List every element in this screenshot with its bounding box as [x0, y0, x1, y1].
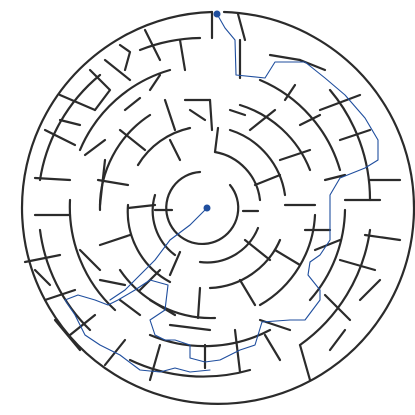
ring-wall — [128, 358, 252, 378]
radial-wall — [298, 343, 312, 382]
radial-wall — [118, 128, 147, 152]
maze-segment — [148, 298, 177, 317]
ring-wall — [98, 113, 152, 212]
radial-wall — [196, 286, 202, 320]
maze-segment — [313, 238, 342, 252]
radial-wall — [103, 58, 132, 82]
maze-segment — [78, 248, 102, 272]
radial-wall — [58, 93, 97, 112]
maze-segment — [298, 113, 322, 127]
center-wall — [165, 170, 240, 245]
ring-wall — [38, 73, 102, 182]
maze-segment — [358, 278, 382, 302]
radial-wall — [278, 148, 312, 162]
radial-wall — [323, 293, 352, 322]
maze-segment — [188, 108, 207, 122]
radial-wall — [168, 138, 182, 162]
ring-wall — [126, 203, 172, 284]
radial-wall — [338, 128, 372, 142]
radial-wall — [243, 238, 272, 262]
maze-segment — [98, 158, 107, 207]
radial-wall — [126, 203, 157, 210]
maze-segment — [283, 83, 297, 102]
radial-wall — [253, 173, 282, 187]
maze-segment — [58, 118, 82, 127]
radial-wall — [23, 253, 62, 264]
ring-wall — [228, 128, 287, 197]
radial-wall — [143, 28, 162, 62]
maze-segment — [228, 108, 247, 117]
maze-segment — [53, 318, 82, 352]
radial-wall — [363, 233, 402, 242]
maze-segment — [148, 73, 162, 92]
radial-wall — [248, 108, 277, 132]
radial-wall — [43, 128, 77, 147]
radial-wall — [163, 98, 177, 132]
radial-wall — [238, 278, 257, 307]
radial-wall — [318, 93, 362, 112]
radial-wall — [338, 258, 377, 272]
ring-wall — [298, 228, 372, 347]
ring-wall — [238, 103, 312, 172]
radial-wall — [263, 333, 282, 362]
ring-wall — [68, 198, 117, 312]
start-marker — [213, 10, 221, 18]
ring-wall — [328, 88, 372, 202]
ring-wall — [136, 126, 192, 167]
radial-wall — [268, 53, 302, 62]
radial-wall — [178, 38, 187, 72]
maze-segment — [328, 328, 347, 352]
radial-wall — [213, 126, 220, 154]
ring-wall — [308, 208, 347, 302]
maze-segment — [118, 298, 142, 317]
solution-path — [64, 13, 379, 373]
radial-wall — [168, 250, 182, 277]
radial-wall — [148, 343, 162, 382]
radial-wall — [68, 313, 97, 337]
ring-wall — [258, 78, 342, 172]
maze-segment — [83, 138, 107, 157]
radial-wall — [236, 12, 247, 42]
maze-walls — [20, 10, 415, 405]
solution-path-inner — [109, 207, 208, 301]
radial-wall — [43, 288, 77, 302]
ring-wall — [213, 150, 262, 202]
ring-wall — [151, 193, 177, 257]
radial-wall — [33, 176, 72, 182]
maze-segment — [118, 43, 132, 72]
ring-wall — [38, 228, 92, 332]
ring-wall — [198, 226, 260, 264]
maze-segment — [33, 268, 52, 287]
radial-wall — [208, 98, 214, 132]
maze-segment — [168, 323, 212, 332]
ring-wall — [78, 68, 172, 152]
ring-wall — [138, 36, 202, 52]
radial-wall — [98, 233, 132, 247]
maze-segment — [98, 278, 127, 287]
maze-segment — [323, 173, 347, 182]
end-marker — [203, 204, 211, 212]
outer-wall — [20, 10, 415, 405]
ring-wall — [258, 213, 317, 307]
ring-wall — [148, 328, 272, 348]
maze-segment — [88, 68, 112, 112]
radial-wall — [273, 248, 302, 267]
maze-segment — [123, 96, 142, 112]
